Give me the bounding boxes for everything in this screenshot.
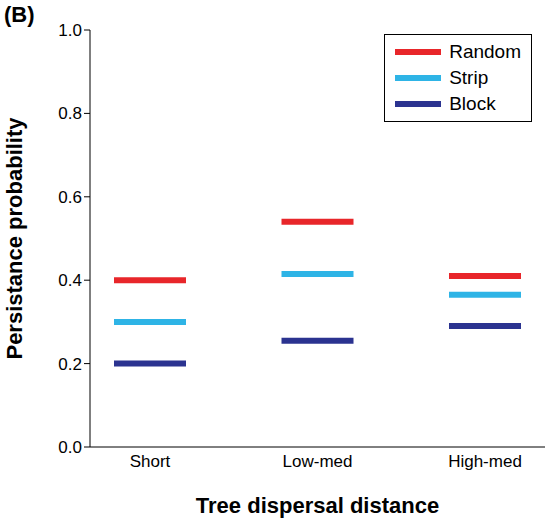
svg-text:0.2: 0.2 xyxy=(58,355,82,374)
svg-text:0.0: 0.0 xyxy=(58,438,82,457)
svg-text:0.8: 0.8 xyxy=(58,104,82,123)
html-text:Strip: Strip xyxy=(449,67,489,88)
svg-text:0.4: 0.4 xyxy=(58,271,82,290)
svg-text:High-med: High-med xyxy=(448,452,522,471)
svg-text:Low-med: Low-med xyxy=(283,452,353,471)
html-text:Random: Random xyxy=(449,41,521,62)
svg-text:1.0: 1.0 xyxy=(58,21,82,40)
svg-text:Persistance probability: Persistance probability xyxy=(2,117,27,360)
html-text:(B): (B) xyxy=(4,2,35,27)
html-text:Block: Block xyxy=(449,93,496,114)
svg-text:Short: Short xyxy=(130,452,171,471)
svg-text:Tree dispersal distance: Tree dispersal distance xyxy=(196,493,439,518)
svg-text:0.6: 0.6 xyxy=(58,188,82,207)
